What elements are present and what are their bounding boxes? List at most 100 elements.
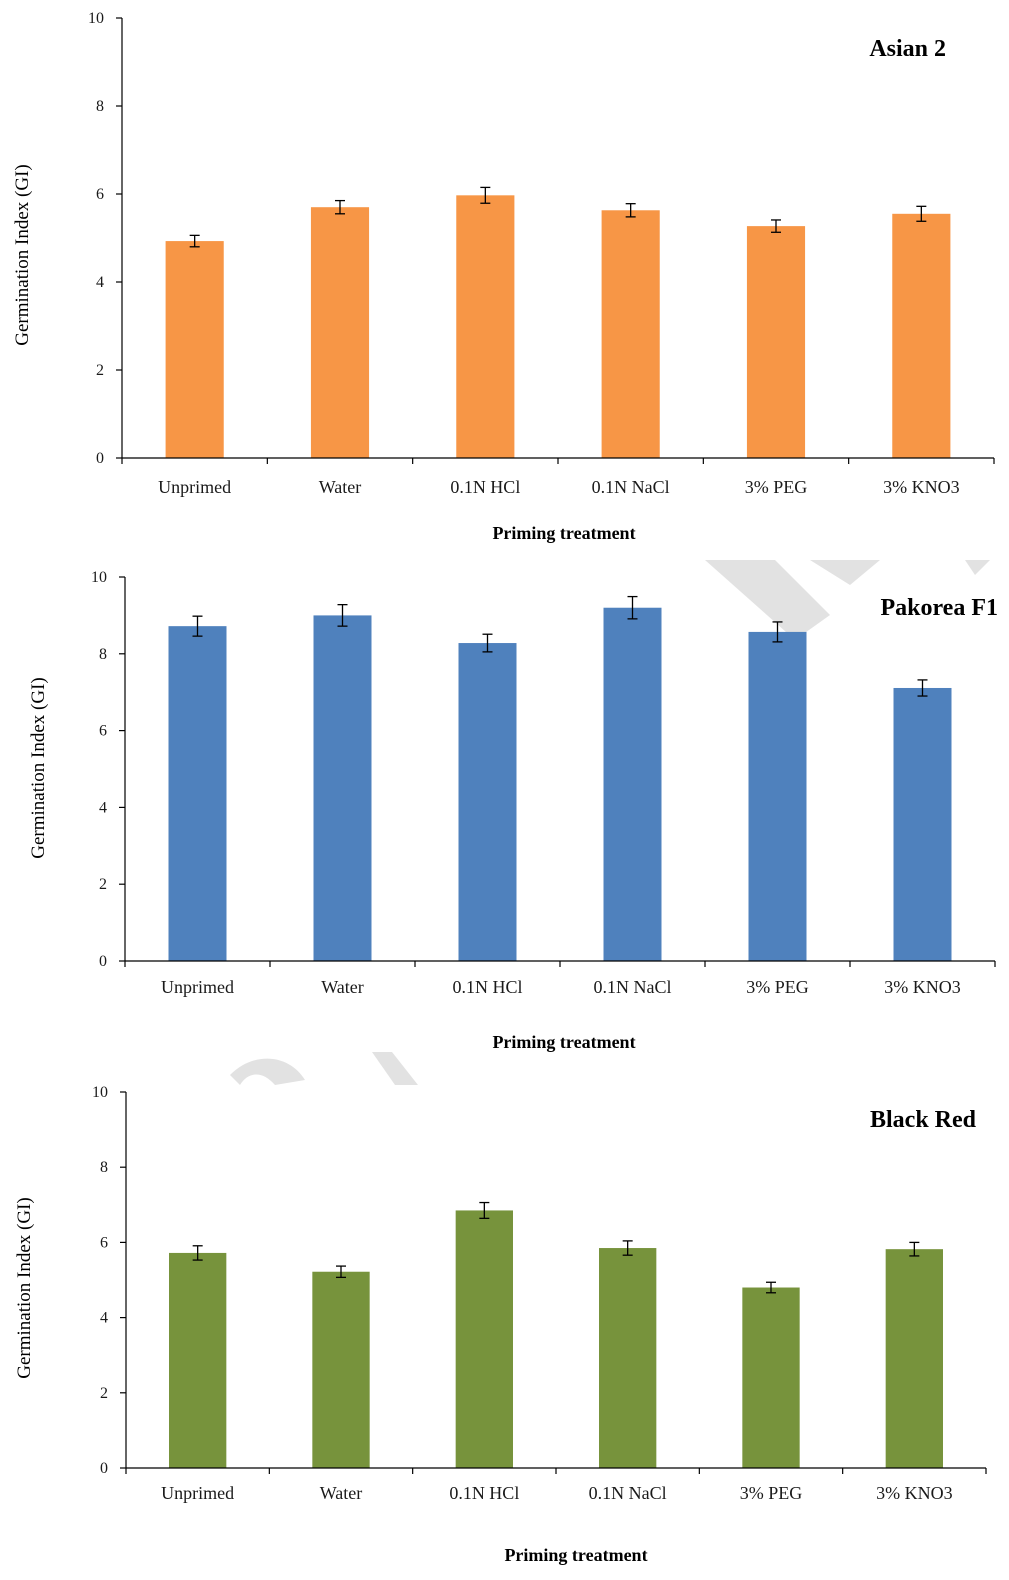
bar — [456, 195, 515, 458]
error-bar — [766, 1281, 776, 1294]
y-tick-label: 2 — [100, 1385, 108, 1402]
bar — [603, 607, 662, 961]
y-tick-label: 8 — [99, 646, 107, 663]
y-tick-label: 8 — [96, 98, 104, 115]
category-label: 0.1N NaCl — [589, 1483, 667, 1503]
bar — [742, 1287, 800, 1468]
error-bar — [622, 1240, 633, 1256]
error-bar — [192, 1245, 203, 1261]
category-label: 3% PEG — [740, 1483, 803, 1503]
chart-2-category-labels: Unprimed Water 0.1N HCl 0.1N NaCl 3% PEG 3% K… — [161, 977, 961, 997]
chart-panel-3: 0 2 4 6 8 10 Unprimed Water 0.1N HCl 0.1N NaCl 3%… — [14, 1084, 987, 1565]
y-tick-label: 0 — [96, 450, 104, 467]
chart-2-bars — [168, 607, 952, 961]
y-tick-label: 8 — [100, 1159, 108, 1176]
chart-3-title: Black Red — [870, 1107, 977, 1133]
chart-2-title: Pakorea F1 — [880, 595, 998, 621]
bar — [455, 1210, 513, 1468]
y-tick-label: 10 — [91, 569, 107, 586]
error-bar — [625, 203, 636, 218]
bar — [312, 1271, 370, 1468]
error-bar — [482, 633, 493, 653]
error-bar — [337, 603, 348, 627]
category-label: 3% PEG — [746, 977, 809, 997]
y-tick-label: 2 — [99, 876, 107, 893]
y-tick-label: 6 — [99, 723, 107, 740]
y-tick-label: 10 — [92, 1084, 108, 1101]
category-label: 0.1N HCl — [450, 477, 520, 497]
error-bar — [771, 219, 781, 233]
chart-1-ylabel: Germination Index (GI) — [12, 164, 33, 346]
category-label: 3% KNO3 — [884, 977, 961, 997]
chart-1-bars — [165, 195, 951, 458]
error-bar — [916, 205, 927, 222]
category-label: Water — [320, 1483, 363, 1503]
error-bar — [336, 1265, 346, 1279]
bar — [165, 241, 224, 458]
chart-2-ytick-labels: 0 2 4 6 8 10 — [91, 569, 107, 970]
bar — [313, 615, 372, 961]
category-label: Unprimed — [161, 1483, 234, 1503]
y-tick-label: 2 — [96, 362, 104, 379]
y-tick-label: 10 — [88, 10, 104, 27]
chart-3-bars — [169, 1210, 943, 1468]
category-label: 0.1N HCl — [449, 1483, 519, 1503]
y-tick-label: 4 — [96, 274, 104, 291]
chart-2-axes — [119, 576, 996, 967]
chart-3-xlabel: Priming treatment — [504, 1545, 647, 1565]
chart-panel-2: 0 2 4 6 8 10 Unprimed Water 0.1N HCl 0.1N NaCl 3%… — [28, 569, 998, 1052]
chart-1-errorbars — [189, 186, 927, 248]
chart-1-title: Asian 2 — [869, 36, 946, 62]
chart-2-errorbars — [192, 595, 928, 697]
bar — [458, 643, 517, 961]
category-label: 3% KNO3 — [883, 477, 960, 497]
chart-1-category-labels: Unprimed Water 0.1N HCl 0.1N NaCl 3% PEG 3% K… — [158, 477, 959, 497]
chart-1-axes — [116, 17, 995, 464]
category-label: Water — [319, 477, 362, 497]
chart-2-xlabel: Priming treatment — [492, 1032, 635, 1052]
bar — [892, 213, 951, 458]
bar — [601, 210, 660, 458]
bar — [893, 687, 952, 961]
category-label: 3% KNO3 — [876, 1483, 953, 1503]
chart-3-category-labels: Unprimed Water 0.1N HCl 0.1N NaCl 3% PEG 3% K… — [161, 1483, 952, 1503]
bar — [169, 1252, 227, 1468]
error-bar — [189, 234, 200, 248]
error-bar — [479, 1201, 490, 1219]
chart-1-xlabel: Priming treatment — [492, 523, 635, 543]
category-label: 0.1N HCl — [452, 977, 522, 997]
bar — [310, 207, 370, 458]
category-label: Unprimed — [158, 477, 231, 497]
category-label: 0.1N NaCl — [594, 977, 672, 997]
category-label: 3% PEG — [745, 477, 808, 497]
error-bar — [335, 199, 345, 215]
bar — [746, 226, 806, 458]
y-tick-label: 0 — [99, 953, 107, 970]
y-tick-label: 0 — [100, 1460, 108, 1477]
error-bar — [627, 595, 638, 620]
watermark — [230, 560, 990, 1085]
bar — [168, 626, 227, 961]
error-bar — [909, 1241, 920, 1257]
y-tick-label: 4 — [99, 799, 107, 816]
y-tick-label: 6 — [100, 1234, 108, 1251]
chart-1-ytick-labels: 0 2 4 6 8 10 — [88, 10, 104, 467]
chart-3-ytick-labels: 0 2 4 6 8 10 — [92, 1084, 108, 1477]
bar — [748, 631, 807, 961]
error-bar — [480, 186, 491, 204]
category-label: Unprimed — [161, 977, 234, 997]
bar — [599, 1248, 657, 1468]
y-tick-label: 4 — [100, 1310, 108, 1327]
y-tick-label: 6 — [96, 186, 104, 203]
bar — [885, 1249, 943, 1468]
category-label: 0.1N NaCl — [592, 477, 670, 497]
error-bar — [917, 679, 928, 697]
error-bar — [772, 621, 783, 643]
chart-3-axes — [120, 1091, 987, 1474]
error-bar — [192, 615, 203, 637]
chart-2-ylabel: Germination Index (GI) — [28, 677, 49, 859]
chart-3-errorbars — [192, 1201, 920, 1294]
chart-panel-1: 0 2 4 6 8 10 Unprimed Water 0.1N HCl 0.1N NaCl 3%… — [12, 10, 995, 543]
chart-3-ylabel: Germination Index (GI) — [14, 1197, 35, 1379]
